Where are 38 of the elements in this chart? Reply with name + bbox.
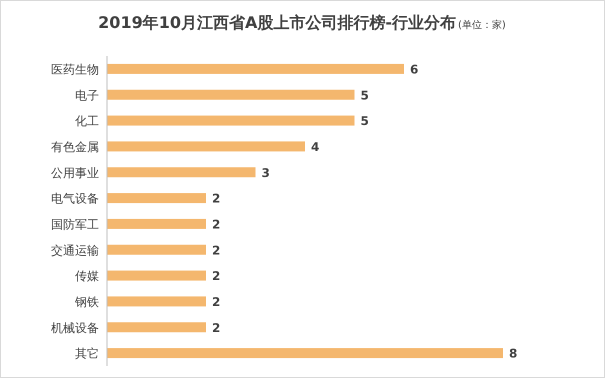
data-label: 4: [311, 140, 320, 154]
y-tick-label: 其它: [75, 346, 99, 361]
data-label: 2: [212, 294, 220, 309]
y-tick-label: 交通运输: [51, 243, 99, 258]
y-tick-label: 化工: [75, 114, 99, 128]
chart-title: 2019年10月江西省A股上市公司排行榜-行业分布: [98, 13, 456, 32]
data-label: 8: [509, 346, 518, 361]
y-tick-label: 公用事业: [51, 166, 99, 180]
y-tick-label: 机械设备: [51, 320, 99, 335]
data-label: 5: [360, 88, 369, 102]
y-tick-label: 医药生物: [51, 62, 99, 76]
data-label: 5: [360, 114, 369, 128]
y-tick-label: 国防军工: [51, 217, 99, 232]
y-tick-label: 电子: [75, 88, 99, 102]
bar: [107, 218, 206, 229]
data-label: 2: [212, 217, 220, 232]
bar: [107, 322, 206, 332]
chart-subtitle: (单位：家): [458, 19, 506, 31]
data-label: 2: [212, 320, 220, 335]
y-tick-label: 电气设备: [51, 192, 99, 206]
data-label: 3: [262, 166, 270, 180]
data-label: 2: [212, 192, 220, 206]
bar: [107, 64, 404, 74]
bar: [107, 270, 206, 281]
bar: [107, 141, 305, 152]
bar: [107, 193, 206, 204]
bar: [107, 244, 206, 255]
bar: [107, 116, 354, 126]
y-tick-label: 传媒: [75, 269, 99, 284]
bar: [107, 167, 256, 178]
bar: [107, 90, 354, 100]
y-tick-label: 钢铁: [74, 294, 99, 309]
y-tick-label: 有色金属: [51, 140, 99, 154]
data-label: 2: [212, 269, 220, 284]
data-label: 2: [212, 243, 220, 258]
bar: [107, 296, 206, 306]
bar: [107, 348, 503, 358]
data-label: 6: [410, 62, 418, 76]
